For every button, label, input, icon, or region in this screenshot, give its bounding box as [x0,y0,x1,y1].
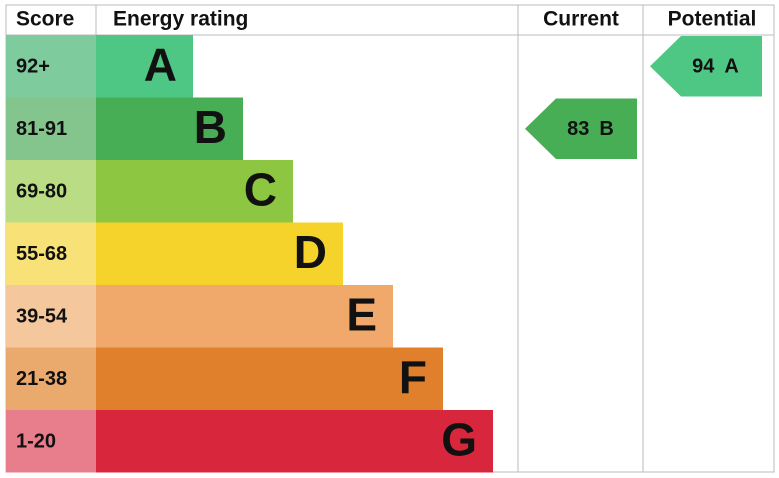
score-label: 81-91 [16,118,67,140]
score-cell [6,160,96,223]
rating-bar [96,410,493,473]
score-cell [6,285,96,348]
rating-letter: G [441,413,477,465]
score-label: 1-20 [16,431,56,453]
rating-bar [96,222,343,285]
rating-letter: A [144,38,177,90]
score-cell [6,97,96,160]
score-label: 39-54 [16,306,68,328]
current-label: 83 B [567,118,614,140]
rating-letter: F [399,351,427,403]
current-letter: B [599,118,613,140]
score-cell [6,222,96,285]
rating-bar [96,97,243,160]
score-cell [6,35,96,98]
score-label: 55-68 [16,243,67,265]
potential-label: 94 A [692,56,739,78]
rating-letter: C [244,163,277,215]
potential-value: 94 [692,56,715,78]
rating-bar [96,347,443,410]
score-label: 92+ [16,56,50,78]
current-value: 83 [567,118,589,140]
header-current: Current [543,8,619,31]
potential-arrow [650,36,762,97]
rating-bar [96,35,193,98]
rating-letter: E [346,288,377,340]
score-label: 21-38 [16,368,67,390]
header-potential: Potential [668,8,757,31]
score-label: 69-80 [16,181,67,203]
current-arrow [525,98,637,159]
rating-bar [96,160,293,223]
score-cell [6,410,96,473]
header-score: Score [16,8,74,31]
potential-letter: A [724,56,738,78]
rating-bar [96,285,393,348]
rating-letter: D [294,226,327,278]
score-cell [6,347,96,410]
header-rating: Energy rating [113,8,248,31]
rating-letter: B [194,101,227,153]
